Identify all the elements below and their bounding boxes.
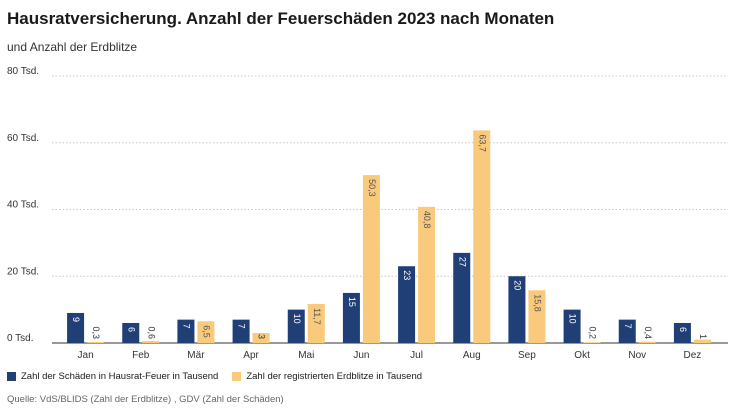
bar-lightning	[252, 332, 270, 343]
x-tick-label: Feb	[132, 350, 150, 361]
y-tick-label: 40 Tsd.	[7, 200, 39, 211]
bar-lightning	[638, 341, 656, 343]
data-label: 0,4	[643, 326, 653, 339]
y-tick-label: 20 Tsd.	[7, 266, 39, 277]
data-label: 40,8	[422, 211, 432, 229]
bar-lightning	[142, 340, 160, 343]
bar-lightning	[418, 206, 436, 343]
data-label: 23	[402, 270, 412, 280]
data-label: 7	[182, 324, 192, 329]
data-label: 0,6	[146, 326, 156, 339]
bar-lightning	[528, 290, 546, 343]
x-tick-label: Jun	[353, 350, 369, 361]
data-label: 10	[292, 314, 302, 324]
data-label: 0,3	[91, 326, 101, 339]
bar-lightning	[583, 342, 601, 343]
y-tick-label: 60 Tsd.	[7, 133, 39, 144]
legend-item-lightning: Zahl der registrierten Erdblitze in Taus…	[232, 371, 422, 382]
data-label: 15	[347, 297, 357, 307]
bar-damages	[563, 309, 581, 343]
legend-swatch-damages	[7, 372, 16, 381]
bar-lightning	[362, 175, 380, 343]
bar-damages	[508, 276, 526, 343]
data-label: 10	[568, 314, 578, 324]
data-label: 11,7	[312, 308, 322, 325]
bar-damages	[122, 322, 140, 343]
x-tick-label: Jul	[410, 350, 423, 361]
bar-damages	[177, 319, 195, 343]
legend-item-damages: Zahl der Schäden in Hausrat-Feuer in Tau…	[7, 371, 218, 382]
data-label: 7	[237, 324, 247, 329]
data-label: 27	[457, 257, 467, 267]
bar-lightning	[197, 321, 215, 343]
x-tick-label: Mai	[298, 350, 314, 361]
chart-subtitle: und Anzahl der Erdblitze	[7, 40, 138, 54]
bar-lightning	[307, 303, 325, 343]
legend-label-lightning: Zahl der registrierten Erdblitze in Taus…	[246, 371, 423, 382]
bar-damages	[618, 319, 636, 343]
data-label: 63,7	[477, 134, 487, 152]
x-tick-label: Sep	[518, 350, 536, 361]
bar-damages	[398, 266, 416, 343]
data-label: 1	[698, 334, 708, 339]
data-label: 6	[678, 327, 688, 332]
legend-label-damages: Zahl der Schäden in Hausrat-Feuer in Tau…	[21, 371, 219, 382]
data-label: 3	[257, 334, 267, 339]
y-tick-label: 0 Tsd.	[7, 333, 34, 344]
data-label: 9	[71, 317, 81, 322]
data-label: 7	[623, 324, 633, 329]
data-label: 20	[513, 280, 523, 290]
bar-lightning	[87, 341, 105, 343]
data-label: 6	[126, 327, 136, 332]
bar-chart: 0 Tsd. 20 Tsd. 40 Tsd. 60 Tsd. 80 Tsd. 9 0,3 Ja…	[7, 66, 728, 361]
data-label: 6,5	[202, 325, 212, 338]
x-tick-label: Nov	[628, 350, 646, 361]
x-tick-label: Aug	[463, 350, 481, 361]
data-label: 0,2	[588, 326, 598, 339]
x-tick-label: Mär	[187, 350, 205, 361]
source-note: Quelle: VdS/BLIDS (Zahl der Erdblitze) ,…	[7, 394, 284, 405]
y-tick-label: 80 Tsd.	[7, 66, 39, 77]
chart-title: Hausratversicherung. Anzahl der Feuersch…	[7, 9, 555, 28]
x-tick-label: Jan	[78, 350, 94, 361]
legend: Zahl der Schäden in Hausrat-Feuer in Tau…	[7, 371, 436, 382]
data-label: 50,3	[367, 179, 377, 197]
bar-damages	[287, 309, 305, 343]
x-tick-label: Apr	[243, 350, 259, 361]
bar-lightning	[473, 130, 491, 343]
bar-damages	[673, 322, 691, 343]
x-tick-label: Dez	[684, 350, 702, 361]
bar-damages	[453, 252, 471, 343]
legend-swatch-lightning	[232, 372, 242, 381]
bar-damages	[232, 319, 250, 343]
bar-damages	[67, 312, 85, 343]
bar-damages	[342, 292, 360, 343]
bar-lightning	[693, 339, 711, 343]
x-tick-label: Okt	[574, 350, 590, 361]
data-label: 15,8	[533, 294, 543, 312]
